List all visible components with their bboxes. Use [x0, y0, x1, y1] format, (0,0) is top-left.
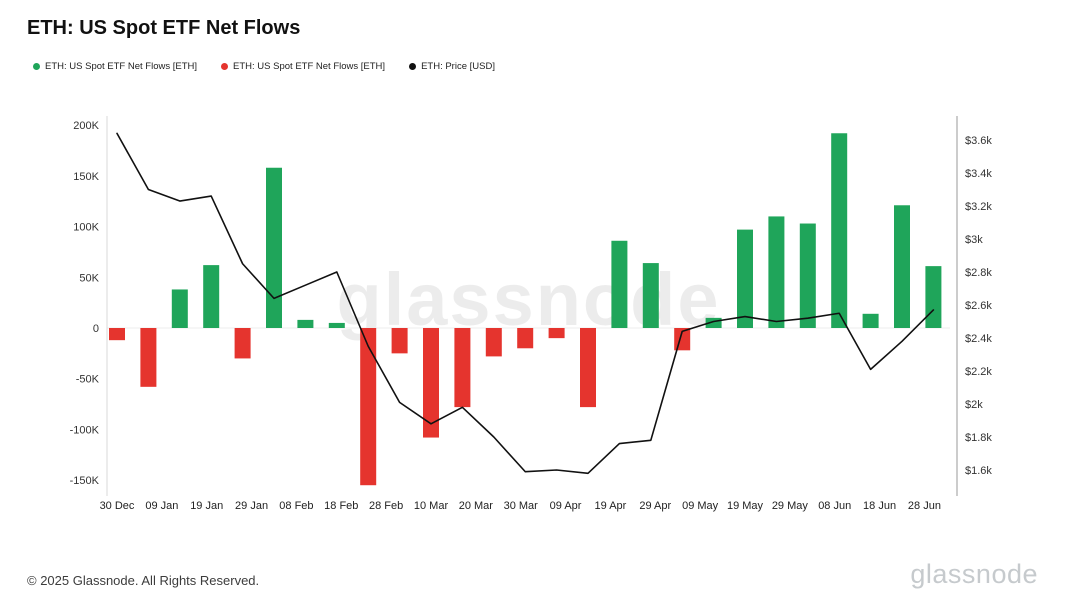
x-axis-tick: 28 Feb — [369, 500, 403, 512]
flow-bar[interactable] — [799, 223, 816, 328]
left-axis-tick: 100K — [73, 222, 99, 234]
x-axis-tick: 20 Mar — [459, 500, 494, 512]
x-axis-tick: 09 Jan — [145, 500, 178, 512]
left-axis-tick: -150K — [70, 475, 100, 487]
right-axis-tick: $1.8k — [965, 432, 992, 444]
x-axis-tick: 19 Jan — [190, 500, 223, 512]
right-axis-tick: $2.2k — [965, 366, 992, 378]
flow-bar[interactable] — [485, 328, 502, 357]
x-axis-tick: 29 May — [772, 500, 809, 512]
right-axis-tick: $2.4k — [965, 333, 992, 345]
flow-bar[interactable] — [423, 328, 439, 438]
flow-bar[interactable] — [705, 317, 722, 328]
flow-bar[interactable] — [925, 266, 942, 328]
x-axis-tick: 30 Mar — [504, 500, 539, 512]
x-axis-tick: 08 Jun — [818, 500, 851, 512]
left-axis-tick: 200K — [73, 120, 99, 132]
flow-bar[interactable] — [894, 205, 910, 328]
left-axis-tick: -50K — [76, 374, 100, 386]
flow-bar[interactable] — [548, 328, 565, 339]
flow-bar[interactable] — [517, 328, 534, 349]
price-line[interactable] — [116, 132, 935, 475]
flow-bar[interactable] — [140, 328, 157, 387]
x-axis-tick: 19 May — [727, 500, 764, 512]
flow-bar[interactable] — [831, 133, 848, 328]
flow-bar[interactable] — [297, 319, 314, 328]
x-axis-tick: 09 May — [682, 500, 719, 512]
flow-bar[interactable] — [862, 313, 879, 328]
legend-label: ETH: Price [USD] — [421, 60, 495, 72]
flow-bar[interactable] — [454, 328, 471, 408]
x-axis-tick: 29 Jan — [235, 500, 268, 512]
x-axis-tick: 18 Feb — [324, 500, 358, 512]
x-axis-tick: 10 Mar — [414, 500, 449, 512]
legend-label: ETH: US Spot ETF Net Flows [ETH] — [233, 60, 386, 72]
right-axis-tick: $2.6k — [965, 300, 992, 312]
left-axis-tick: 50K — [79, 272, 99, 284]
x-axis-tick: 28 Jun — [908, 500, 941, 512]
legend-item-price[interactable]: ETH: Price [USD] — [409, 61, 495, 72]
right-axis-tick: $3.2k — [965, 201, 992, 213]
flow-bar[interactable] — [580, 328, 596, 408]
flow-bar[interactable] — [360, 328, 377, 486]
flows-price-chart[interactable]: glassnode200K150K100K50K0-50K-100K-150K$… — [0, 100, 1066, 532]
flow-bar[interactable] — [737, 229, 753, 328]
flow-bar[interactable] — [768, 216, 785, 328]
legend-label: ETH: US Spot ETF Net Flows [ETH] — [45, 60, 198, 72]
footer: © 2025 Glassnode. All Rights Reserved. g… — [27, 559, 1038, 589]
flow-bar[interactable] — [171, 289, 188, 328]
flow-bar[interactable] — [266, 167, 282, 328]
left-axis-tick: -100K — [70, 424, 100, 436]
right-axis-tick: $2.8k — [965, 267, 992, 279]
right-axis-tick: $2k — [965, 399, 983, 411]
flow-bar[interactable] — [328, 322, 345, 328]
flow-bar[interactable] — [642, 263, 659, 328]
x-axis-tick: 09 Apr — [550, 500, 582, 512]
copyright-text: © 2025 Glassnode. All Rights Reserved. — [27, 573, 260, 588]
right-axis-tick: $3.4k — [965, 168, 992, 180]
flow-bar[interactable] — [391, 328, 408, 354]
netflows-positive-dot-icon — [33, 62, 40, 70]
flow-bar[interactable] — [109, 328, 125, 341]
legend-item-netflows-negative[interactable]: ETH: US Spot ETF Net Flows [ETH] — [221, 61, 385, 72]
x-axis-tick: 30 Dec — [100, 500, 135, 512]
chart-title: ETH: US Spot ETF Net Flows — [27, 17, 301, 39]
flow-bar[interactable] — [611, 240, 628, 328]
legend-item-netflows-positive[interactable]: ETH: US Spot ETF Net Flows [ETH] — [33, 61, 197, 72]
left-axis-tick: 0 — [93, 323, 99, 335]
glassnode-logo: glassnode — [910, 559, 1038, 589]
flow-bar[interactable] — [203, 265, 220, 328]
x-axis-tick: 19 Apr — [595, 500, 627, 512]
right-axis-tick: $1.6k — [965, 465, 992, 477]
right-axis-tick: $3k — [965, 234, 983, 246]
x-axis-tick: 18 Jun — [863, 500, 896, 512]
legend: ETH: US Spot ETF Net Flows [ETH] ETH: US … — [33, 60, 1066, 72]
chart-area[interactable]: glassnode 200K 150K 100K 50K 0 -50K -100K -150K $… — [0, 100, 1066, 532]
price-dot-icon — [409, 62, 417, 70]
left-axis-tick: 150K — [73, 171, 99, 183]
x-axis-tick: 29 Apr — [639, 500, 671, 512]
right-axis-tick: $3.6k — [965, 135, 992, 147]
x-axis-tick: 08 Feb — [279, 500, 313, 512]
netflows-negative-dot-icon — [221, 62, 229, 70]
flow-bar[interactable] — [234, 328, 251, 359]
